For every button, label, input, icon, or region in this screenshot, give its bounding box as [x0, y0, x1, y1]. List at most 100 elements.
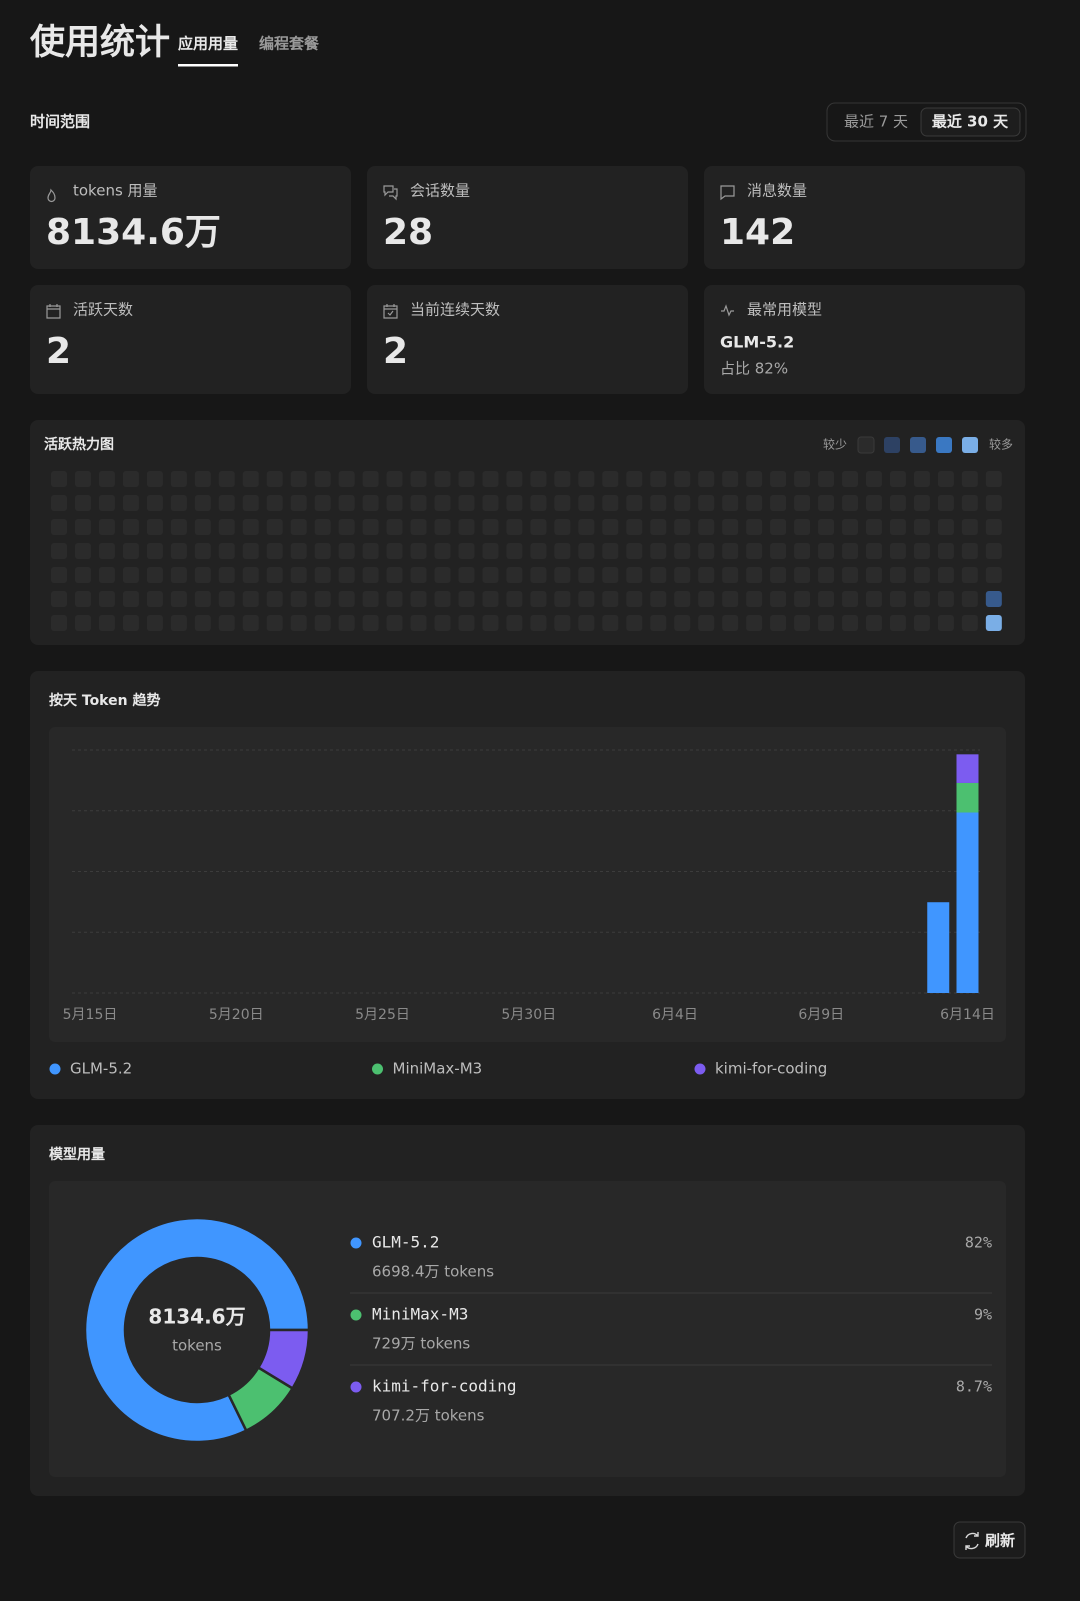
x-tick-label: 5月25日	[355, 1007, 410, 1023]
heat-cell	[266, 615, 283, 631]
heat-cell	[698, 591, 715, 607]
heat-cell	[530, 615, 547, 631]
heat-cell	[865, 519, 882, 535]
trend-title: 按天 Token 趋势	[49, 692, 160, 709]
stat-value: 8134.6万	[46, 212, 221, 253]
heat-cell	[698, 543, 715, 559]
stat-icon	[46, 304, 61, 319]
heat-cell	[889, 543, 906, 559]
legend-dot	[372, 1063, 383, 1075]
heat-cell	[985, 519, 1002, 535]
tab[interactable]: 编程套餐	[259, 35, 320, 53]
heat-cell	[626, 615, 643, 631]
heat-cell	[482, 519, 499, 535]
heat-cell	[602, 567, 619, 583]
tab-active[interactable]: 应用用量	[178, 35, 238, 53]
heat-cell	[889, 615, 906, 631]
heat-cell	[362, 519, 379, 535]
bar-segment	[927, 902, 950, 993]
heat-cell	[674, 543, 691, 559]
x-tick-label: 6月4日	[652, 1007, 698, 1023]
heat-cell	[98, 471, 115, 487]
heat-cell	[410, 567, 427, 583]
heat-cell	[794, 495, 811, 511]
heat-cell	[961, 543, 978, 559]
heat-cell	[482, 591, 499, 607]
heat-cell	[51, 543, 67, 559]
heat-cell	[410, 495, 427, 511]
heatmap	[51, 436, 1002, 631]
heat-cell	[626, 471, 643, 487]
heat-cell	[698, 567, 715, 583]
stat-value: 2	[383, 331, 408, 372]
heat-cell	[51, 471, 67, 487]
heat-cell	[74, 471, 91, 487]
heat-cell	[458, 615, 475, 631]
heat-cell	[146, 591, 163, 607]
heat-cell	[674, 471, 691, 487]
model-percent: 82%	[965, 1234, 992, 1252]
heat-cell	[578, 615, 595, 631]
heat-cell	[338, 615, 355, 631]
heat-cell	[794, 519, 811, 535]
heat-cell	[722, 567, 739, 583]
heat-cell	[578, 519, 595, 535]
heat-cell	[913, 591, 930, 607]
heat-cell	[314, 567, 331, 583]
heat-cell	[218, 519, 235, 535]
legend-swatch	[884, 437, 900, 453]
heat-cell	[889, 591, 906, 607]
heat-cell	[194, 567, 211, 583]
heat-cell	[530, 543, 547, 559]
heat-cell	[338, 567, 355, 583]
heat-cell	[410, 591, 427, 607]
heat-cell	[961, 471, 978, 487]
heat-cell	[482, 471, 499, 487]
legend-less: 较少	[823, 437, 847, 452]
heat-cell	[122, 495, 139, 511]
heat-cell	[218, 591, 235, 607]
heat-cell	[889, 471, 906, 487]
heat-cell	[674, 495, 691, 511]
heat-cell	[650, 591, 667, 607]
heat-cell	[74, 519, 91, 535]
heat-cell	[794, 471, 811, 487]
heat-cell	[170, 567, 187, 583]
heat-cell	[506, 567, 523, 583]
stat-icon	[383, 304, 398, 319]
heat-cell	[842, 567, 859, 583]
heat-cell	[578, 471, 595, 487]
heat-cell	[458, 519, 475, 535]
range-option[interactable]: 最近 7 天	[844, 113, 908, 131]
heat-cell	[770, 567, 787, 583]
legend-label: GLM-5.2	[70, 1060, 132, 1078]
heat-cell	[530, 591, 547, 607]
heat-cell	[985, 615, 1002, 631]
heat-cell	[554, 495, 571, 511]
heat-cell	[242, 471, 259, 487]
x-tick-label: 5月20日	[209, 1007, 264, 1023]
heat-cell	[530, 567, 547, 583]
heat-cell	[626, 567, 643, 583]
heat-cell	[602, 591, 619, 607]
donut-total: 8134.6万	[148, 1305, 245, 1329]
heat-cell	[98, 591, 115, 607]
heat-cell	[266, 495, 283, 511]
heat-cell	[746, 543, 763, 559]
range-option-active[interactable]: 最近 30 天	[932, 113, 1009, 131]
heat-cell	[170, 495, 187, 511]
legend-dot	[694, 1063, 706, 1075]
heat-cell	[362, 567, 379, 583]
heat-cell	[410, 471, 427, 487]
heat-cell	[362, 591, 379, 607]
heat-cell	[626, 495, 643, 511]
heat-cell	[506, 519, 523, 535]
heat-cell	[338, 543, 355, 559]
heat-cell	[746, 615, 763, 631]
heat-cell	[122, 543, 139, 559]
heat-cell	[961, 591, 978, 607]
heat-cell	[122, 471, 139, 487]
refresh-label[interactable]: 刷新	[985, 1532, 1015, 1550]
heat-cell	[170, 543, 187, 559]
